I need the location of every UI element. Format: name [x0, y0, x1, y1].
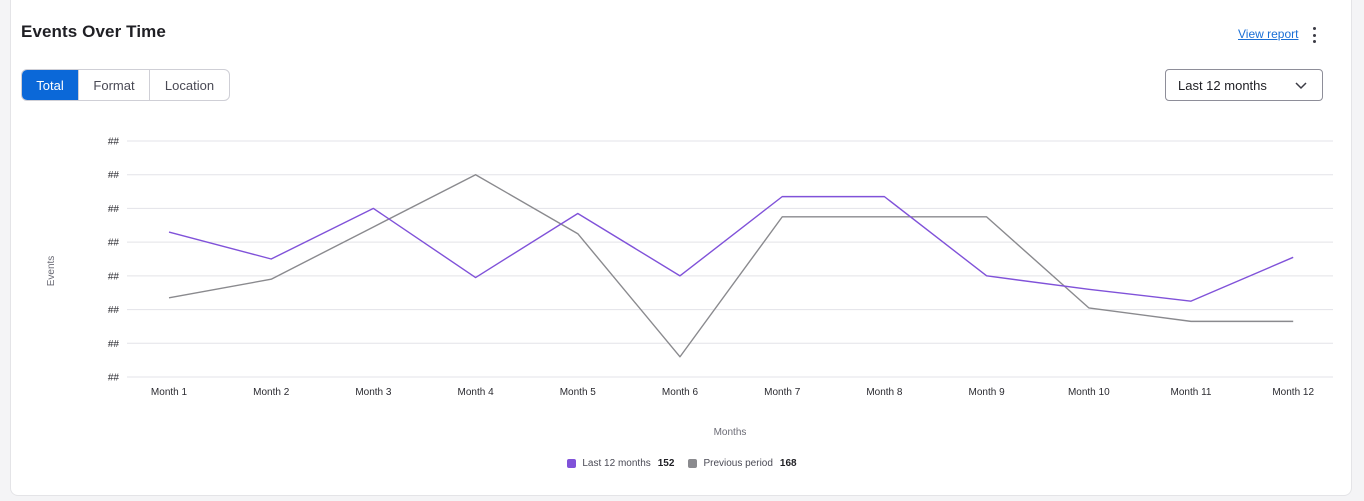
grid-lines	[127, 140, 1333, 378]
tab-format[interactable]: Format	[78, 70, 149, 100]
y-tick-label: ##	[108, 238, 120, 249]
x-tick-label: Month 3	[355, 387, 392, 398]
tab-total[interactable]: Total	[22, 70, 78, 100]
events-over-time-card	[10, 0, 1352, 496]
x-tick-label: Month 7	[764, 387, 801, 398]
x-tick-label: Month 1	[151, 387, 188, 398]
legend-item-last-12-months[interactable]: Last 12 months 152	[567, 458, 674, 469]
date-range-value: Last 12 months	[1178, 77, 1267, 93]
x-tick-label: Month 2	[253, 387, 290, 398]
card-title: Events Over Time	[21, 22, 166, 41]
chart-legend: Last 12 months 152 Previous period 168	[0, 458, 1364, 469]
x-axis-title: Months	[714, 427, 747, 438]
legend-count: 168	[779, 458, 797, 469]
x-tick-label: Month 8	[866, 387, 903, 398]
series-line-last-12-months[interactable]	[168, 195, 1294, 302]
y-tick-label: ##	[108, 305, 120, 316]
y-axis-ticks: ## ## ## ## ## ## ## ##	[108, 137, 120, 384]
legend-swatch	[567, 459, 577, 468]
x-tick-label: Month 6	[662, 387, 699, 398]
x-tick-label: Month 10	[1068, 387, 1110, 398]
x-tick-label: Month 11	[1171, 387, 1212, 398]
series-line-previous-period[interactable]	[168, 174, 1294, 358]
legend-item-previous-period[interactable]: Previous period 168	[688, 458, 797, 469]
y-tick-label: ##	[108, 204, 120, 215]
y-axis-title: Events	[46, 256, 57, 287]
series-lines	[168, 174, 1294, 358]
view-report-link[interactable]: View report	[1238, 27, 1299, 41]
chevron-down-icon	[1295, 82, 1307, 90]
y-tick-label: ##	[108, 339, 120, 350]
legend-swatch	[688, 459, 698, 468]
y-tick-label: ##	[108, 170, 120, 181]
y-tick-label: ##	[108, 137, 120, 148]
x-tick-label: Month 9	[969, 387, 1006, 398]
y-tick-label: ##	[108, 271, 120, 282]
x-tick-label: Month 4	[458, 387, 495, 398]
more-options-icon[interactable]	[1305, 27, 1323, 43]
legend-label: Last 12 months	[582, 458, 651, 469]
x-tick-label: Month 12	[1272, 387, 1314, 398]
x-axis-ticks: Month 1 Month 2 Month 3 Month 4 Month 5 Month…	[151, 387, 1315, 398]
breakdown-tabs: Total Format Location	[21, 69, 230, 101]
legend-count: 152	[657, 458, 675, 469]
tab-location[interactable]: Location	[149, 70, 229, 100]
date-range-select[interactable]: Last 12 months	[1165, 69, 1323, 101]
y-tick-label: ##	[108, 373, 120, 384]
x-tick-label: Month 5	[560, 387, 597, 398]
legend-label: Previous period	[703, 458, 773, 469]
